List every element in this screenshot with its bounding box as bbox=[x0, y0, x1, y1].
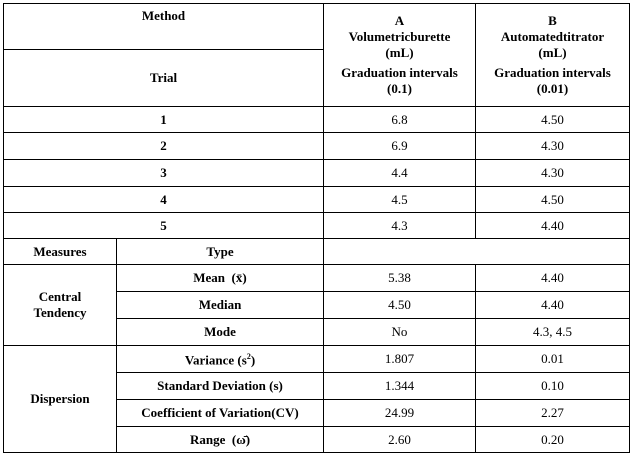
table-row: Dispersion Variance (s2) 1.807 0.01 bbox=[3, 345, 630, 453]
table-row: Central Tendency Mean (x̄) 5.38 4.40 bbox=[3, 264, 630, 346]
value-b: 4.30 bbox=[475, 159, 630, 187]
table-row: 2 6.9 4.30 bbox=[3, 132, 630, 160]
value-a: 4.50 bbox=[323, 291, 476, 319]
col-a-grad-value: (0.1) bbox=[387, 81, 412, 96]
trial-header: Trial bbox=[3, 49, 324, 107]
table-row: 5 4.3 4.40 bbox=[3, 212, 630, 239]
value-b: 4.40 bbox=[475, 291, 630, 319]
value-b: 0.01 bbox=[475, 345, 630, 373]
table-row: 4 4.5 4.50 bbox=[3, 186, 630, 213]
value-b: 4.30 bbox=[475, 132, 630, 160]
trial-number: 4 bbox=[3, 186, 324, 213]
value-b: 4.50 bbox=[475, 186, 630, 213]
col-a-unit: (mL) bbox=[385, 45, 414, 60]
value-a: 1.344 bbox=[323, 372, 476, 400]
value-a: No bbox=[323, 318, 476, 346]
central-tendency-label: Central Tendency bbox=[3, 264, 117, 346]
value-a: 1.807 bbox=[323, 345, 476, 373]
col-b-name: Automatedtitrator bbox=[500, 29, 605, 44]
value-b: 0.10 bbox=[475, 372, 630, 400]
method-header: Method bbox=[3, 3, 324, 50]
value-a: 4.3 bbox=[323, 212, 476, 239]
value-a: 5.38 bbox=[323, 264, 476, 292]
column-b-header: B Automatedtitrator (mL) Graduation inte… bbox=[475, 3, 630, 107]
value-a: 24.99 bbox=[323, 399, 476, 427]
col-b-unit: (mL) bbox=[538, 45, 567, 60]
table-row: Standard Deviation (s) 1.344 0.10 bbox=[4, 372, 630, 400]
column-a-header: A Volumetricburette (mL) Graduation inte… bbox=[323, 3, 476, 107]
type-cell: Median bbox=[116, 291, 324, 319]
value-b: 4.3, 4.5 bbox=[475, 318, 630, 346]
value-b: 0.20 bbox=[475, 426, 630, 453]
value-a: 2.60 bbox=[323, 426, 476, 453]
table-row: 1 6.8 4.50 bbox=[3, 106, 630, 133]
table-row: Range (ω̄) 2.60 0.20 bbox=[4, 426, 630, 453]
value-a: 6.8 bbox=[323, 106, 476, 133]
type-cell: Variance (s2) bbox=[116, 345, 324, 373]
trial-number: 3 bbox=[3, 159, 324, 187]
trial-number: 1 bbox=[3, 106, 324, 133]
type-header: Type bbox=[116, 238, 324, 265]
results-table: Method A Volumetricburette (mL) Graduati… bbox=[3, 3, 630, 453]
measures-header: Measures bbox=[3, 238, 117, 265]
table-row: 3 4.4 4.30 bbox=[3, 159, 630, 187]
value-a: 4.4 bbox=[323, 159, 476, 187]
table-row: Median 4.50 4.40 bbox=[4, 291, 630, 319]
col-a-grad-label: Graduation intervals bbox=[341, 65, 458, 80]
value-a: 4.5 bbox=[323, 186, 476, 213]
dispersion-label: Dispersion bbox=[3, 345, 117, 453]
type-cell: Coefficient of Variation(CV) bbox=[116, 399, 324, 427]
table-row: Mode No 4.3, 4.5 bbox=[4, 318, 630, 346]
trial-number: 5 bbox=[3, 212, 324, 239]
col-b-grad-value: (0.01) bbox=[536, 81, 569, 96]
type-cell: Mode bbox=[116, 318, 324, 346]
col-b-letter: B bbox=[548, 13, 557, 28]
value-b: 2.27 bbox=[475, 399, 630, 427]
type-cell: Range (ω̄) bbox=[116, 426, 324, 453]
trial-number: 2 bbox=[3, 132, 324, 160]
table-row: Coefficient of Variation(CV) 24.99 2.27 bbox=[4, 399, 630, 427]
type-cell: Standard Deviation (s) bbox=[116, 372, 324, 400]
empty-cell bbox=[323, 238, 630, 265]
value-a: 6.9 bbox=[323, 132, 476, 160]
value-b: 4.40 bbox=[475, 212, 630, 239]
col-a-letter: A bbox=[394, 13, 405, 28]
type-cell: Mean (x̄) bbox=[116, 264, 324, 292]
col-b-grad-label: Graduation intervals bbox=[494, 65, 611, 80]
value-b: 4.50 bbox=[475, 106, 630, 133]
col-a-name: Volumetricburette bbox=[348, 29, 451, 44]
value-b: 4.40 bbox=[475, 264, 630, 292]
